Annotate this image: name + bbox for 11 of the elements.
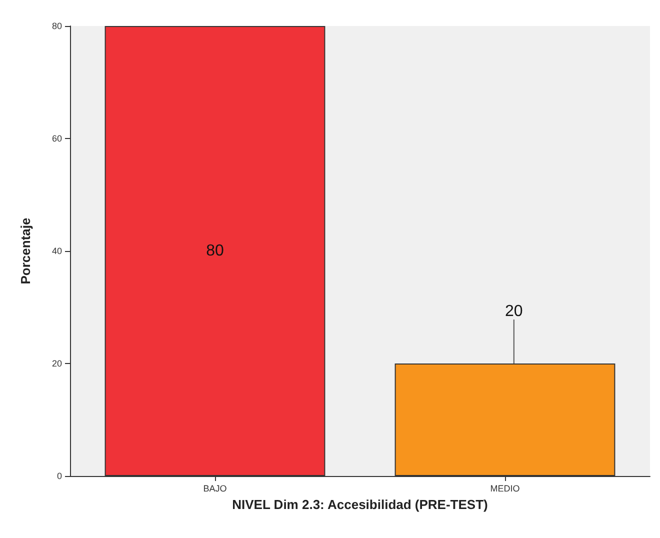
y-tick-label: 80 xyxy=(52,21,62,31)
y-tick-label: 20 xyxy=(52,358,62,368)
x-axis-title: NIVEL Dim 2.3: Accesibilidad (PRE-TEST) xyxy=(232,497,488,512)
x-tick-label: BAJO xyxy=(203,484,227,494)
y-tick-label: 60 xyxy=(52,134,62,144)
y-tick-label: 40 xyxy=(52,246,62,256)
y-tick-label: 0 xyxy=(56,471,62,481)
data-label: 80 xyxy=(206,242,224,260)
data-label: 20 xyxy=(505,303,523,320)
y-axis-title: Porcentaje xyxy=(18,218,33,284)
x-tick-label: MEDIO xyxy=(490,484,520,494)
